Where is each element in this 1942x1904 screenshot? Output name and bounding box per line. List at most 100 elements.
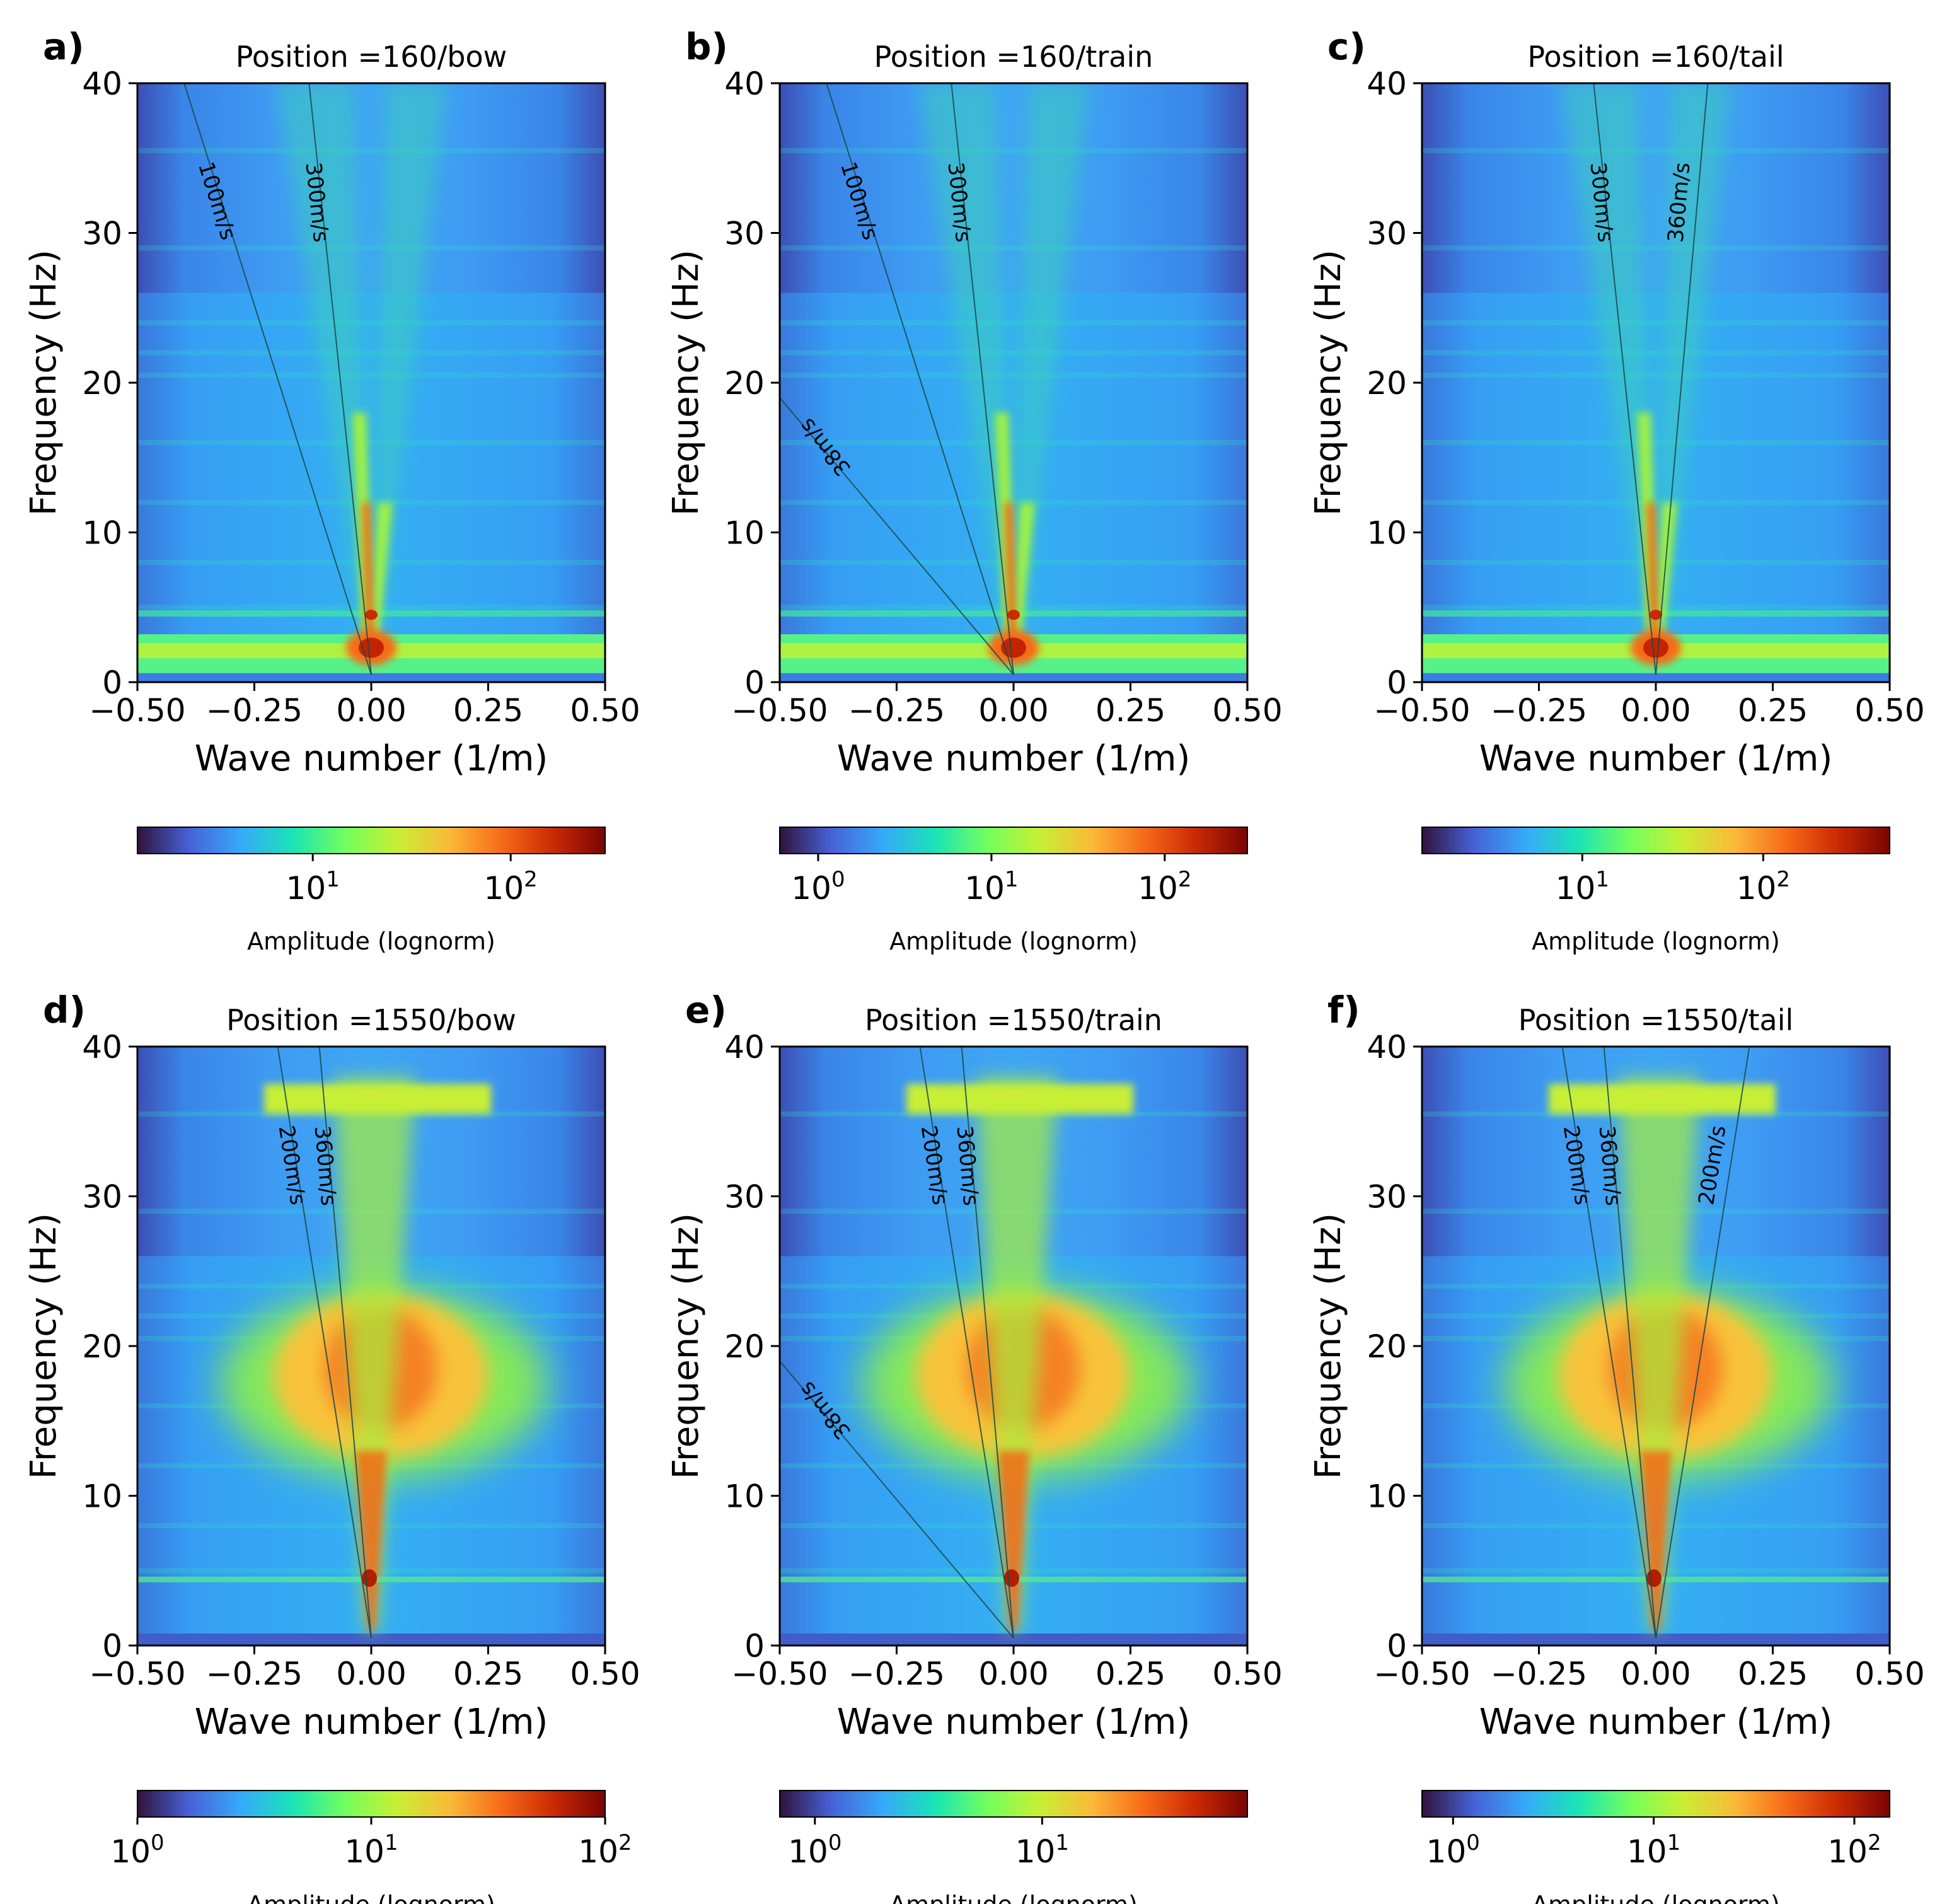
x-axis-label: Wave number (1/m) <box>195 738 548 779</box>
x-tick-label: −0.25 <box>206 1656 303 1692</box>
heatmap-band <box>780 320 1247 325</box>
colorbar-label: Amplitude (lognorm) <box>1532 927 1780 955</box>
y-tick-label: 10 <box>1367 515 1407 552</box>
colorbar-frame <box>1421 827 1890 854</box>
y-tick-label: 20 <box>724 365 765 402</box>
y-tick-label: 30 <box>724 1179 765 1216</box>
panel-letter: d) <box>43 989 86 1031</box>
colorbar-tick-label: 101 <box>1556 867 1609 907</box>
velocity-line <box>961 1047 1014 1639</box>
x-tick-label: 0.25 <box>453 1656 523 1692</box>
colorbar-tick-label: 101 <box>1627 1830 1680 1870</box>
heatmap-band <box>137 440 605 445</box>
x-tick-label: −0.50 <box>1373 692 1470 729</box>
velocity-line <box>780 397 1014 675</box>
spike-core <box>1647 502 1658 637</box>
panel-title: Position =1550/train <box>865 1003 1162 1037</box>
x-tick-label: −0.50 <box>731 1656 828 1692</box>
colorbar-label: Amplitude (lognorm) <box>247 927 495 955</box>
y-axis-label: Frequency (Hz) <box>1308 1213 1349 1479</box>
heatmap-band <box>137 350 605 356</box>
heatmap-band <box>1422 373 1890 378</box>
colorbar-frame <box>137 827 606 854</box>
velocity-line <box>1593 83 1656 675</box>
colorbar-tick-label: 102 <box>578 1830 632 1870</box>
y-tick-label: 40 <box>1367 1029 1407 1065</box>
x-axis-label: Wave number (1/m) <box>195 1702 548 1743</box>
x-tick-label: 0.50 <box>1212 692 1282 729</box>
x-tick-label: 0.50 <box>1854 692 1924 729</box>
velocity-line <box>826 83 1014 675</box>
heatmap-image <box>1422 1047 1890 1646</box>
colorbar-label: Amplitude (lognorm) <box>247 1891 495 1904</box>
colorbar <box>780 827 1247 854</box>
cone-left <box>1561 83 1656 653</box>
x-tick-label: −0.50 <box>89 692 185 729</box>
y-axis-label: Frequency (Hz) <box>666 250 707 516</box>
peak-core <box>362 1569 377 1588</box>
heatmap-band <box>780 373 1247 378</box>
heatmap-image <box>137 83 605 682</box>
heatmap-band <box>1422 148 1890 153</box>
heatmap-band <box>137 245 605 251</box>
x-tick-label: −0.25 <box>1491 692 1587 729</box>
heatmap-band <box>1422 350 1890 356</box>
y-tick-label: 10 <box>724 1478 765 1515</box>
colorbar <box>137 1791 605 1817</box>
y-tick-label: 0 <box>1387 665 1407 701</box>
heatmap-image <box>780 83 1247 682</box>
y-tick-label: 20 <box>82 365 122 402</box>
y-tick-label: 40 <box>82 1029 122 1065</box>
x-tick-label: 0.00 <box>978 1656 1048 1692</box>
bottom-strip <box>1422 673 1890 682</box>
y-tick-label: 10 <box>82 1478 122 1515</box>
y-tick-label: 0 <box>744 1628 765 1664</box>
cone-left <box>919 83 1014 653</box>
colorbar-label: Amplitude (lognorm) <box>1532 1891 1780 1904</box>
y-tick-label: 10 <box>1367 1478 1407 1515</box>
y-tick-label: 0 <box>102 1628 122 1664</box>
energy-cone <box>1618 1076 1700 1631</box>
x-tick-label: 0.00 <box>336 692 406 729</box>
y-tick-label: 20 <box>724 1328 765 1365</box>
velocity-line <box>277 1047 372 1639</box>
panel-title: Position =160/tail <box>1527 40 1784 74</box>
cone-left <box>277 83 371 653</box>
heatmap-band <box>780 148 1247 153</box>
x-tick-label: 0.25 <box>1095 692 1165 729</box>
x-axis-label: Wave number (1/m) <box>1479 738 1833 779</box>
heatmap-band <box>780 440 1247 445</box>
bottom-strip <box>137 673 605 682</box>
velocity-line <box>318 1047 372 1639</box>
colorbar-tick-label: 102 <box>1827 1830 1881 1870</box>
colorbar-frame <box>779 1790 1248 1818</box>
heatmap-band <box>1422 440 1890 445</box>
energy-spike <box>1640 1451 1672 1631</box>
velocity-line <box>951 83 1014 675</box>
heatmap-image <box>780 1047 1247 1646</box>
bottom-strip <box>780 673 1247 682</box>
x-axis-label: Wave number (1/m) <box>1479 1702 1833 1743</box>
x-tick-label: 0.00 <box>336 1656 406 1692</box>
panel-letter: e) <box>685 989 727 1031</box>
y-axis-label: Frequency (Hz) <box>23 1213 64 1479</box>
x-axis-label: Wave number (1/m) <box>837 1702 1191 1743</box>
heatmap-band <box>137 148 605 153</box>
x-tick-label: 0.50 <box>1854 1656 1924 1692</box>
panel-c: 300m/s 360m/s−0.50 −0.25 0.00 0.25 0.50010203… <box>1308 25 1925 955</box>
y-tick-label: 40 <box>724 1029 765 1065</box>
heatmap-band <box>780 350 1247 356</box>
panel-title: Position =1550/tail <box>1518 1003 1794 1037</box>
velocity-line <box>1655 1047 1750 1639</box>
x-tick-label: 0.25 <box>1738 692 1808 729</box>
y-axis-label: Frequency (Hz) <box>23 250 64 516</box>
energy-spike <box>998 1451 1029 1631</box>
velocity-line <box>1603 1047 1656 1639</box>
energy-cone <box>333 1076 415 1631</box>
colorbar-tick-label: 100 <box>788 1830 841 1870</box>
x-tick-label: 0.50 <box>570 692 640 729</box>
y-tick-label: 40 <box>1367 66 1407 102</box>
